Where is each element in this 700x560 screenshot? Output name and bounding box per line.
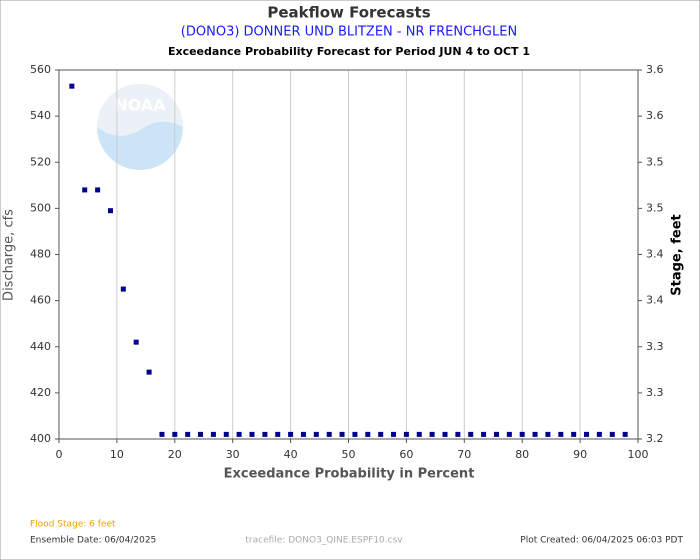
y-tick-label: 440 <box>30 340 51 353</box>
point <box>185 431 191 437</box>
y2-tick-label: 3.2 <box>646 432 664 445</box>
y-tick-label: 420 <box>30 386 51 399</box>
point <box>403 431 409 437</box>
point <box>622 431 628 437</box>
x-tick-label: 30 <box>226 448 240 461</box>
point <box>609 431 615 437</box>
point <box>558 431 564 437</box>
x-tick-label: 20 <box>168 448 182 461</box>
point <box>481 431 487 437</box>
logo-text: NOAA <box>114 96 166 115</box>
x-tick-label: 90 <box>573 448 587 461</box>
point <box>120 286 126 292</box>
x-axis-label: Exceedance Probability in Percent <box>224 467 475 482</box>
y-tick-label: 480 <box>30 248 51 261</box>
y-tick-label: 560 <box>30 63 51 76</box>
point <box>596 431 602 437</box>
point <box>313 431 319 437</box>
y-axis-label: Discharge, cfs <box>2 209 17 301</box>
point <box>326 431 332 437</box>
y-tick-label: 520 <box>30 155 51 168</box>
y2-tick-label: 3.3 <box>646 340 664 353</box>
point <box>352 431 358 437</box>
y-tick-label: 400 <box>30 432 51 445</box>
point <box>365 431 371 437</box>
point <box>584 431 590 437</box>
point <box>455 431 461 437</box>
chart-title: Peakflow Forecasts <box>267 4 430 22</box>
point <box>416 431 422 437</box>
ensemble-date: Ensemble Date: 06/04/2025 <box>30 536 156 546</box>
point <box>172 431 178 437</box>
point <box>159 431 165 437</box>
x-tick-label: 70 <box>457 448 471 461</box>
point <box>391 431 397 437</box>
point <box>468 431 474 437</box>
point <box>107 208 113 214</box>
point <box>519 431 525 437</box>
x-tick-label: 60 <box>399 448 413 461</box>
y2-tick-label: 3.5 <box>646 155 664 168</box>
x-tick-label: 50 <box>342 448 356 461</box>
point <box>210 431 216 437</box>
x-tick-label: 10 <box>110 448 124 461</box>
point <box>288 431 294 437</box>
point <box>198 431 204 437</box>
plot-created: Plot Created: 06/04/2025 06:03 PDT <box>520 536 683 546</box>
point <box>532 431 538 437</box>
point <box>95 187 101 193</box>
point <box>339 431 345 437</box>
point <box>429 431 435 437</box>
chart-subtitle: (DONO3) DONNER UND BLITZEN - NR FRENCHGL… <box>181 25 517 40</box>
y2-axis-label: Stage, feet <box>670 214 685 295</box>
y2-tick-label: 3.6 <box>646 63 664 76</box>
point <box>223 431 229 437</box>
logo: NOAA <box>97 84 183 170</box>
point <box>275 431 281 437</box>
point <box>442 431 448 437</box>
y2-tick-label: 3.4 <box>646 248 664 261</box>
point <box>146 369 152 375</box>
x-tick-label: 100 <box>628 448 649 461</box>
point <box>236 431 242 437</box>
point <box>69 83 75 89</box>
y-tick-label: 460 <box>30 294 51 307</box>
point <box>545 431 551 437</box>
y2-tick-label: 3.3 <box>646 386 664 399</box>
point <box>378 431 384 437</box>
x-tick-label: 80 <box>515 448 529 461</box>
point <box>571 431 577 437</box>
y2-tick-label: 3.4 <box>646 294 664 307</box>
point <box>493 431 499 437</box>
x-tick-label: 0 <box>56 448 63 461</box>
point <box>82 187 88 193</box>
chart-caption: Exceedance Probability Forecast for Peri… <box>168 45 530 58</box>
point <box>262 431 268 437</box>
flood-stage: Flood Stage: 6 feet <box>30 520 116 530</box>
point <box>300 431 306 437</box>
y2-tick-label: 3.6 <box>646 109 664 122</box>
y-tick-label: 540 <box>30 109 51 122</box>
y-tick-label: 500 <box>30 201 51 214</box>
x-tick-label: 40 <box>284 448 298 461</box>
point <box>133 339 139 345</box>
tracefile: tracefile: DONO3_QINE.ESPF10.csv <box>245 536 403 546</box>
point <box>249 431 255 437</box>
point <box>506 431 512 437</box>
y2-tick-label: 3.5 <box>646 201 664 214</box>
